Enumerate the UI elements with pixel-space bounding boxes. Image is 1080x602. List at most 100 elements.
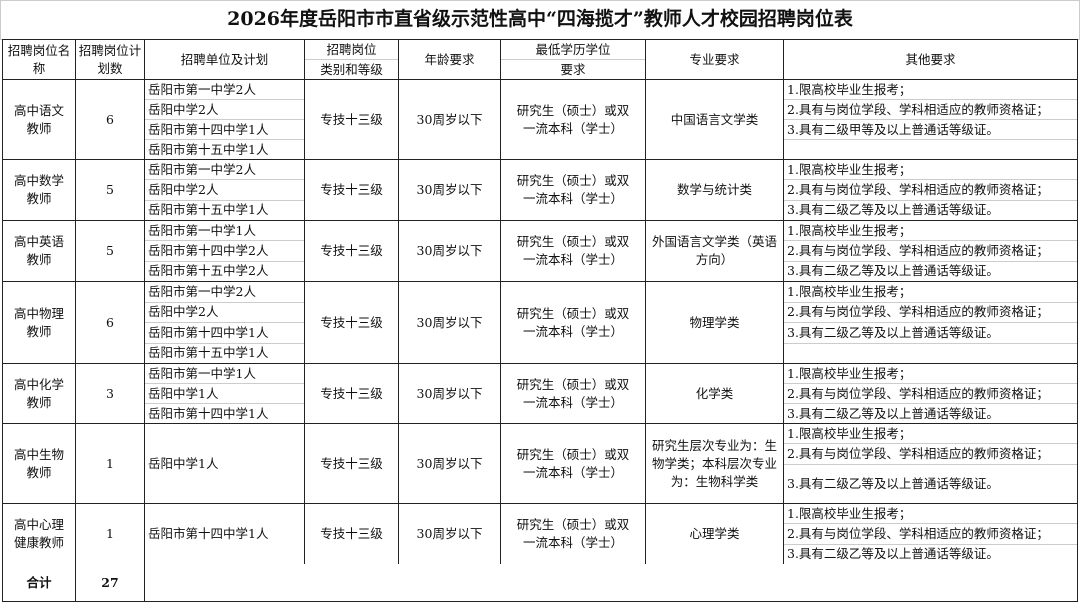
requirement-item: 1.限高校毕业生报考；	[784, 282, 1077, 303]
table-row: 高中生物教师 1 岳阳中学1人 专技十三级 30周岁以下 研究生（硕士）或双一流本科（学士…	[3, 424, 1077, 504]
requirement-item: 2.具有与岗位学段、学科相适应的教师资格证；	[784, 384, 1077, 404]
requirement-item	[784, 140, 1077, 159]
units-list: 岳阳市第一中学1人 岳阳市第十四中学2人 岳阳市第十五中学2人	[145, 221, 305, 281]
major-requirement: 心理学类	[646, 504, 784, 564]
age-requirement: 30周岁以下	[399, 221, 501, 281]
requirement-item: 1.限高校毕业生报考；	[784, 424, 1077, 445]
unit-item: 岳阳中学1人	[145, 384, 304, 404]
position-count: 6	[76, 282, 145, 363]
major-requirement: 研究生层次专业为：生物学类；本科层次专业为：生物科学类	[646, 424, 784, 503]
header-other: 其他要求	[905, 51, 956, 67]
requirement-item: 1.限高校毕业生报考；	[784, 504, 1077, 525]
requirement-item: 2.具有与岗位学段、学科相适应的教师资格证；	[784, 303, 1077, 323]
education-requirement: 研究生（硕士）或双一流本科（学士）	[501, 424, 646, 503]
total-count: 27	[76, 564, 145, 601]
total-row: 合计 27	[3, 564, 1077, 601]
unit-item: 岳阳市第十五中学2人	[148, 263, 269, 279]
requirement-item: 2.具有与岗位学段、学科相适应的教师资格证；	[784, 241, 1077, 262]
unit-item: 岳阳市第十五中学1人	[148, 345, 269, 361]
unit-item: 岳阳中学2人	[145, 100, 304, 120]
requirement-item: 3.具有二级甲等及以上普通话等级证。	[784, 120, 1077, 140]
unit-item: 岳阳市第一中学1人	[145, 364, 304, 384]
header-edu-line2: 要求	[560, 61, 586, 77]
unit-item: 岳阳市第十四中学1人	[145, 323, 304, 344]
requirement-item: 2.具有与岗位学段、学科相适应的教师资格证；	[784, 180, 1077, 201]
requirement-item: 2.具有与岗位学段、学科相适应的教师资格证；	[784, 524, 1077, 545]
other-requirements: 1.限高校毕业生报考； 2.具有与岗位学段、学科相适应的教师资格证； 3.具有二级乙…	[784, 364, 1077, 423]
unit-item: 岳阳中学2人	[145, 180, 304, 201]
position-count: 6	[76, 80, 145, 159]
units-list: 岳阳市第十四中学1人	[145, 504, 305, 564]
header-category: 招聘岗位 类别和等级	[305, 40, 399, 79]
position-name: 高中生物教师	[3, 424, 76, 503]
position-category: 专技十三级	[305, 504, 399, 564]
education-requirement: 研究生（硕士）或双一流本科（学士）	[501, 80, 646, 159]
major-requirement: 数学与统计类	[646, 160, 784, 220]
header-name: 招聘岗位名称	[3, 40, 76, 79]
unit-item: 岳阳中学2人	[145, 303, 304, 323]
position-category: 专技十三级	[305, 424, 399, 503]
table-row: 高中心理健康教师 1 岳阳市第十四中学1人 专技十三级 30周岁以下 研究生（硕士）或双一…	[3, 504, 1077, 564]
units-list: 岳阳中学1人	[145, 424, 305, 503]
position-count: 1	[76, 424, 145, 503]
table-row: 高中英语教师 5 岳阳市第一中学1人 岳阳市第十四中学2人 岳阳市第十五中学2人 专技十三…	[3, 221, 1077, 282]
age-requirement: 30周岁以下	[399, 504, 501, 564]
requirement-item: 1.限高校毕业生报考；	[784, 160, 1077, 181]
unit-item: 岳阳市第十四中学1人	[148, 405, 269, 421]
page-title: 2026年度岳阳市市直省级示范性高中“四海揽才”教师人才校园招聘岗位表	[0, 0, 1080, 40]
table-row: 高中化学教师 3 岳阳市第一中学1人 岳阳中学1人 岳阳市第十四中学1人 专技十三级 30周…	[3, 364, 1077, 424]
requirement-item: 1.限高校毕业生报考；	[784, 80, 1077, 100]
requirement-item	[784, 344, 1077, 364]
total-label: 合计	[3, 564, 76, 601]
position-count: 5	[76, 160, 145, 220]
major-requirement: 外国语言文学类（英语方向）	[646, 221, 784, 281]
other-requirements: 1.限高校毕业生报考； 2.具有与岗位学段、学科相适应的教师资格证； 3.具有二级乙…	[784, 221, 1077, 281]
unit-item: 岳阳市第十四中学2人	[145, 241, 304, 262]
position-count: 3	[76, 364, 145, 423]
position-category: 专技十三级	[305, 221, 399, 281]
position-count: 5	[76, 221, 145, 281]
unit-item: 岳阳市第一中学2人	[145, 282, 304, 303]
position-name: 高中语文教师	[3, 80, 76, 159]
education-requirement: 研究生（硕士）或双一流本科（学士）	[501, 504, 646, 564]
other-requirements: 1.限高校毕业生报考； 2.具有与岗位学段、学科相适应的教师资格证； 3.具有二级乙…	[784, 424, 1077, 503]
header-row: 招聘岗位名称 招聘岗位计划数 招聘单位及计划 招聘岗位 类别和等级 年龄要求 最低…	[3, 40, 1077, 80]
table-row: 高中数学教师 5 岳阳市第一中学2人 岳阳中学2人 岳阳市第十五中学1人 专技十三级 30周…	[3, 160, 1077, 221]
position-category: 专技十三级	[305, 364, 399, 423]
requirement-item: 3.具有二级乙等及以上普通话等级证。	[787, 202, 999, 218]
education-requirement: 研究生（硕士）或双一流本科（学士）	[501, 160, 646, 220]
position-category: 专技十三级	[305, 160, 399, 220]
position-category: 专技十三级	[305, 282, 399, 363]
header-edu: 最低学历学位 要求	[501, 40, 646, 79]
age-requirement: 30周岁以下	[399, 80, 501, 159]
header-major: 专业要求	[646, 40, 784, 79]
other-requirements: 1.限高校毕业生报考； 2.具有与岗位学段、学科相适应的教师资格证； 3.具有二级乙…	[784, 160, 1077, 220]
header-edu-line1: 最低学历学位	[501, 40, 645, 60]
position-count: 1	[76, 504, 145, 564]
other-requirements: 1.限高校毕业生报考； 2.具有与岗位学段、学科相适应的教师资格证； 3.具有二级乙…	[784, 282, 1077, 363]
requirement-item: 1.限高校毕业生报考；	[784, 364, 1077, 384]
unit-item: 岳阳市第一中学2人	[145, 160, 304, 181]
unit-item: 岳阳市第十五中学1人	[148, 141, 269, 157]
position-name: 高中数学教师	[3, 160, 76, 220]
header-category-line2: 类别和等级	[320, 61, 383, 77]
other-requirements: 1.限高校毕业生报考； 2.具有与岗位学段、学科相适应的教师资格证； 3.具有二级乙…	[784, 504, 1077, 564]
other-requirements: 1.限高校毕业生报考； 2.具有与岗位学段、学科相适应的教师资格证； 3.具有二级甲…	[784, 80, 1077, 159]
requirement-item: 3.具有二级乙等及以上普通话等级证。	[787, 263, 999, 279]
header-age: 年龄要求	[399, 40, 501, 79]
requirement-item: 3.具有二级乙等及以上普通话等级证。	[787, 546, 999, 562]
requirement-item: 2.具有与岗位学段、学科相适应的教师资格证；	[784, 444, 1077, 465]
header-count: 招聘岗位计划数	[76, 40, 145, 79]
unit-item: 岳阳市第十四中学1人	[148, 526, 269, 541]
education-requirement: 研究生（硕士）或双一流本科（学士）	[501, 221, 646, 281]
unit-item: 岳阳中学1人	[148, 455, 219, 471]
header-units: 招聘单位及计划	[145, 40, 305, 79]
requirement-item: 3.具有二级乙等及以上普通话等级证。	[784, 323, 1077, 344]
units-list: 岳阳市第一中学1人 岳阳中学1人 岳阳市第十四中学1人	[145, 364, 305, 423]
education-requirement: 研究生（硕士）或双一流本科（学士）	[501, 282, 646, 363]
position-name: 高中物理教师	[3, 282, 76, 363]
units-list: 岳阳市第一中学2人 岳阳中学2人 岳阳市第十四中学1人 岳阳市第十五中学1人	[145, 282, 305, 363]
units-list: 岳阳市第一中学2人 岳阳中学2人 岳阳市第十五中学1人	[145, 160, 305, 220]
units-list: 岳阳市第一中学2人 岳阳中学2人 岳阳市第十四中学1人 岳阳市第十五中学1人	[145, 80, 305, 159]
position-name: 高中化学教师	[3, 364, 76, 423]
